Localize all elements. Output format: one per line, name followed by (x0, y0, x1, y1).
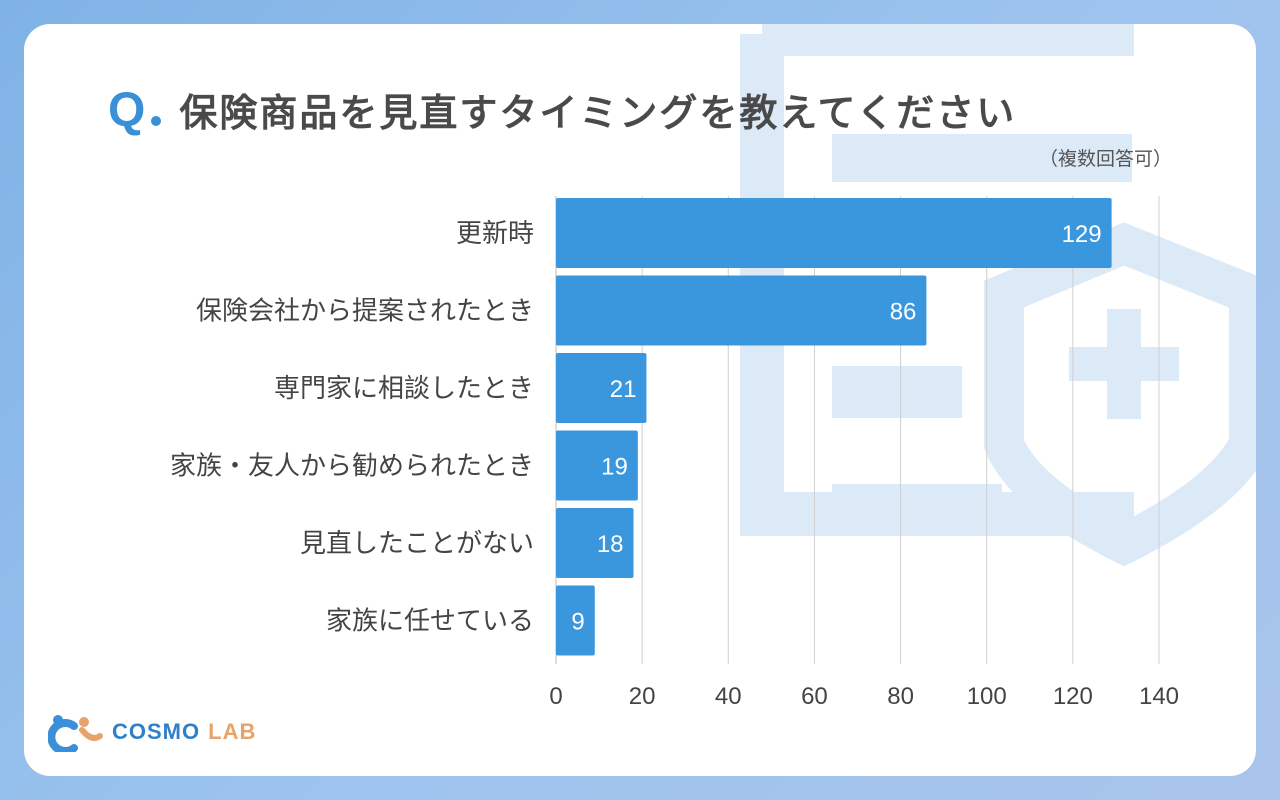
q-mark: Q (108, 84, 146, 137)
bar (556, 198, 1112, 268)
category-label: 専門家に相談したとき (274, 374, 534, 404)
x-tick-label: 60 (801, 683, 828, 710)
x-tick-label: 40 (715, 683, 742, 710)
bar (556, 508, 634, 578)
x-tick-label: 20 (629, 683, 656, 710)
x-tick-label: 140 (1139, 683, 1179, 710)
category-label: 家族に任せている (326, 607, 534, 637)
data-label: 19 (601, 454, 628, 481)
category-label: 保険会社から提案されたとき (196, 297, 534, 327)
brand-name-sub: LAB (208, 719, 257, 744)
brand-logo: COSMO LAB (48, 712, 256, 752)
x-tick-label: 120 (1053, 683, 1093, 710)
bar-chart: 0 20 40 60 80 100 120 140 更新時 129 保険会社から提案されたとき 86 専… (170, 196, 1179, 710)
x-tick-label: 0 (549, 683, 562, 710)
title-row: Q 保険商品を見直すタイミングを教えてください (108, 82, 1016, 138)
bar (556, 585, 595, 656)
data-label: 18 (597, 531, 624, 558)
q-dot (151, 116, 162, 126)
brand-name-main: COSMO (112, 719, 201, 744)
data-label: 86 (890, 299, 917, 326)
data-label: 21 (610, 376, 637, 403)
data-label: 9 (571, 609, 584, 636)
data-label: 129 (1062, 221, 1102, 248)
multiple-answer-note: （複数回答可） (1038, 148, 1172, 170)
category-label: 家族・友人から勧められたとき (170, 452, 534, 482)
x-tick-label: 100 (967, 683, 1007, 710)
chart-title: 保険商品を見直すタイミングを教えてください (179, 91, 1017, 135)
bar (556, 275, 927, 346)
cosmo-logo-icon (48, 715, 103, 752)
document-shield-illustration (740, 24, 1256, 567)
card: Q 保険商品を見直すタイミングを教えてください （複数回答可） 0 20 40 60 8… (24, 24, 1256, 776)
bar (556, 353, 647, 423)
x-tick-label: 80 (887, 683, 914, 710)
category-label: 見直したことがない (300, 529, 534, 559)
bar (556, 430, 638, 501)
category-label: 更新時 (456, 219, 534, 249)
